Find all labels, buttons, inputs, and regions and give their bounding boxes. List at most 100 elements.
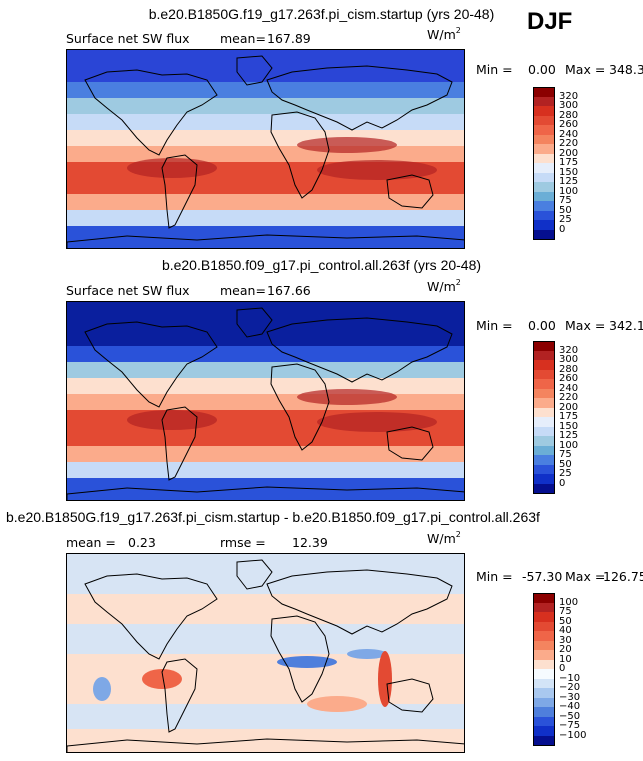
mean-label: mean =	[66, 535, 116, 550]
colorbar-tick-label: 75	[559, 449, 572, 460]
colorbar-swatch	[533, 134, 555, 145]
colorbar-tick-label: 0	[559, 477, 566, 489]
colorbar-swatch	[533, 201, 555, 211]
colorbar-tick-label: −30	[559, 691, 581, 703]
colorbar-swatch	[533, 621, 555, 632]
colorbar-tick-label: 20	[559, 644, 572, 655]
colorbar-swatch	[533, 726, 555, 736]
colorbar-swatch	[533, 191, 555, 202]
variable-label: Surface net SW flux	[66, 31, 190, 46]
colorbar-tick-label: 300	[559, 100, 579, 111]
max-value: 342.19	[609, 318, 643, 333]
colorbar-swatch	[533, 144, 555, 154]
colorbar-tick-label: 25	[559, 468, 572, 479]
colorbar-swatch	[533, 716, 555, 727]
colorbar-tick-label: 220	[559, 392, 579, 403]
colorbar-tick-label: −100	[559, 729, 587, 741]
colorbar-tick-label: −40	[559, 701, 581, 712]
colorbar-tick-label: 260	[559, 119, 579, 130]
colorbar-swatch	[533, 379, 555, 389]
colorbar-tick-label: 150	[559, 420, 579, 432]
colorbar-swatch	[533, 612, 555, 622]
colorbar-swatch	[533, 593, 555, 603]
coastlines	[67, 559, 464, 752]
colorbar-tick-label: 100	[559, 439, 579, 451]
colorbar-tick-label: 320	[559, 344, 579, 356]
colorbar-tick-label: 175	[559, 411, 579, 422]
rmse-value: 12.39	[292, 535, 328, 550]
colorbar-swatch	[533, 360, 555, 370]
colorbar-swatch	[533, 640, 555, 651]
units-label: W/m2	[427, 26, 461, 43]
colorbar-tick-label: −10	[559, 672, 581, 684]
colorbar-swatch	[533, 172, 555, 183]
map-field	[67, 302, 464, 500]
colorbar-swatch	[533, 417, 555, 427]
min-label: Min =	[476, 318, 513, 333]
colorbar-tick-label: 10	[559, 653, 572, 665]
units-label: W/m2	[427, 530, 461, 547]
colorbar-swatch	[533, 659, 555, 670]
colorbar-swatch	[533, 707, 555, 717]
colorbar-tick-label: 320	[559, 90, 579, 102]
rmse-label: rmse =	[220, 535, 266, 550]
colorbar-tick-label: 280	[559, 109, 579, 121]
coastlines	[67, 55, 464, 248]
colorbar-swatch	[533, 678, 555, 689]
max-label: Max =	[565, 62, 606, 77]
colorbar-tick-label: −50	[559, 710, 581, 722]
min-label: Min =	[476, 62, 513, 77]
colorbar-swatch	[533, 106, 555, 116]
colorbar-tick-label: 240	[559, 128, 579, 140]
colorbar-swatch	[533, 436, 555, 446]
colorbar-tick-label: 50	[559, 615, 572, 627]
colorbar-swatch	[533, 369, 555, 380]
colorbar-swatch	[533, 697, 555, 708]
colorbar-swatch	[533, 229, 555, 240]
map-field	[67, 554, 464, 752]
min-label: Min =	[476, 569, 513, 584]
colorbar-swatch	[533, 602, 555, 613]
colorbar-swatch	[533, 631, 555, 641]
mean-value: 167.89	[267, 31, 311, 46]
colorbar-tick-label: 100	[559, 185, 579, 197]
colorbar-swatch	[533, 426, 555, 437]
max-value: 348.34	[609, 62, 643, 77]
colorbar-tick-label: 0	[559, 663, 566, 674]
max-label: Max =	[565, 569, 606, 584]
colorbar-swatch	[533, 407, 555, 418]
min-value: 0.00	[528, 62, 556, 77]
colorbar-tick-label: 100	[559, 596, 579, 608]
colorbar-tick-label: 260	[559, 373, 579, 384]
colorbar-tick-label: −75	[559, 720, 581, 731]
mean-label: mean=	[220, 31, 266, 46]
colorbar-tick-label: 0	[559, 223, 566, 235]
colorbar-tick-label: 150	[559, 166, 579, 178]
colorbar-swatch	[533, 688, 555, 698]
colorbar-swatch	[533, 96, 555, 107]
colorbar-swatch	[533, 388, 555, 399]
colorbar-swatch	[533, 669, 555, 679]
colorbar-tick-label: 240	[559, 382, 579, 394]
colorbar-tick-label: 125	[559, 430, 579, 441]
map-plot	[66, 49, 465, 249]
colorbar-swatch	[533, 350, 555, 361]
colorbar-swatch	[533, 398, 555, 408]
coastlines	[67, 307, 464, 500]
mean-label: mean=	[220, 283, 266, 298]
panel-title: b.e20.B1850G.f19_g17.263f.pi_cism.startu…	[148, 6, 495, 22]
max-value: 126.75	[603, 569, 643, 584]
colorbar-tick-label: 75	[559, 606, 572, 617]
colorbar-swatch	[533, 153, 555, 164]
colorbar-tick-label: 280	[559, 363, 579, 375]
map-plot	[66, 553, 465, 753]
colorbar-tick-label: 40	[559, 625, 572, 636]
colorbar-tick-label: 220	[559, 138, 579, 149]
colorbar-swatch	[533, 87, 555, 97]
colorbar-swatch	[533, 182, 555, 192]
colorbar-tick-label: −20	[559, 682, 581, 693]
colorbar-swatch	[533, 483, 555, 494]
map-plot	[66, 301, 465, 501]
min-value: -57.30	[522, 569, 563, 584]
min-value: 0.00	[528, 318, 556, 333]
